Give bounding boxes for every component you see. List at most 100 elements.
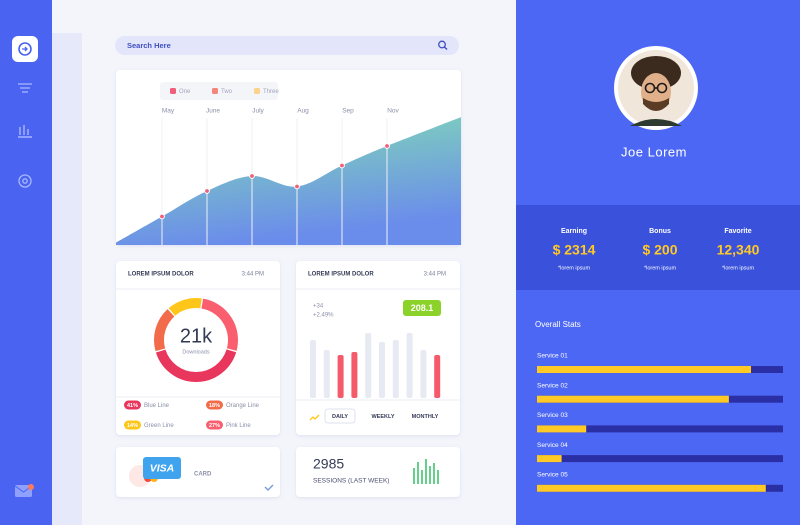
donut-segment [154,309,175,352]
mail-icon[interactable] [15,485,32,497]
data-point [249,173,255,179]
logo-icon [18,42,32,56]
logo-arrow [22,46,28,52]
legend-label: One [179,89,191,95]
service-name: Service 04 [537,442,568,449]
search-icon[interactable] [438,40,446,49]
card-label: CARD [194,472,212,478]
area [116,117,461,245]
service-bar [537,366,752,373]
x-tick-label: July [252,108,264,115]
tab[interactable]: MONTHLY [412,414,439,420]
x-tick-label: Nov [387,108,399,115]
stat-label: Favorite [724,228,751,235]
legend-pill [124,400,141,410]
legend-value: 41% [127,403,138,409]
badge [403,300,441,316]
x-tick-label: May [162,108,175,115]
avatar-beard [643,98,669,111]
bar [337,355,344,398]
service-track [537,425,783,433]
service-name: Service 03 [537,412,568,419]
overall-stats-title: Overall Stats [535,320,581,329]
legend-value: 14% [127,423,138,429]
bar [392,340,399,398]
tab[interactable]: WEEKLY [371,414,394,420]
service-bar [537,455,562,463]
stat-note: *lorem ipsum [558,265,591,271]
legend-name: Blue Line [144,403,170,409]
stat-note: *lorem ipsum [644,265,677,271]
badge-value: 208.1 [411,303,434,313]
legend-box [160,82,278,100]
avatar-shirt [630,119,682,126]
stat-value: $ 2314 [553,242,596,258]
legend-value: 18% [209,403,220,409]
sessions-card [296,447,460,497]
change: +34 [313,304,324,310]
data-point [159,213,165,220]
search-placeholder: Search Here [127,41,171,50]
card-time: 3:44 PM [242,272,264,278]
tab-active[interactable] [324,408,356,424]
check-icon [264,484,274,492]
card-time: 3:44 PM [424,272,446,278]
stat-value: 12,340 [717,242,760,258]
bar [310,340,316,398]
sessions-sparkbars [413,459,439,484]
donut-center-label: Downloads [182,349,209,355]
legend-pill [206,420,223,430]
chart-icon[interactable] [18,125,32,138]
legend-label: Three [263,89,279,95]
bar-chart [310,333,441,398]
filter-icon[interactable] [18,83,32,93]
data-point [384,143,390,149]
stat-label: Earning [561,228,587,235]
legend-name: Pink Line [226,423,251,429]
stat-value: $ 200 [642,242,677,258]
visa-text: VISA [150,462,175,474]
data-point [339,162,345,169]
service-bar [537,425,587,433]
donut-chart: 41% Blue Line 18% Orange Line 14% Green Line 2… [124,298,260,430]
mail-badge [28,484,34,490]
service-name: Service 01 [537,353,568,360]
service-bar [537,395,729,403]
service-name: Service 05 [537,472,568,479]
stats-band [516,205,800,290]
legend-value: 27% [209,423,220,429]
profile-name: Joe Lorem [621,144,687,159]
x-tick-label: June [206,108,220,115]
trend-icon [309,414,320,421]
card-title: LOREM IPSUM DOLOR [308,272,374,278]
data-point [294,183,300,190]
change-percent: +2.49% [313,313,334,319]
bar [420,350,427,398]
bar [365,333,372,398]
settings-icon[interactable] [18,174,32,188]
legend-pill [206,400,223,410]
bar [406,333,413,398]
x-tick-label: Aug [297,108,309,115]
stat-note: *lorem ipsum [722,265,755,271]
donut-center-value: 21k [180,325,213,347]
donut-card [116,261,280,435]
bar [351,352,358,398]
service-bars: Service 01 Service 02 Service 03 Service 04… [537,353,783,492]
legend-pill [124,420,141,430]
x-tick-label: Sep [342,108,354,115]
legend-swatch [254,88,260,94]
legend-swatch [212,88,218,94]
search-icon-handle [444,46,448,50]
tab[interactable]: DAILY [332,414,348,420]
service-bar [537,484,766,492]
area-chart: One Two Three May June July Aug Sep Nov [116,82,461,245]
donut-segment [201,298,238,351]
side-strip [52,33,82,525]
search-bar[interactable] [115,36,459,55]
legend-name: Green Line [144,423,174,429]
bar [323,350,330,398]
card-title: LOREM IPSUM DOLOR [128,272,194,278]
sessions-value: 2985 [313,456,344,472]
